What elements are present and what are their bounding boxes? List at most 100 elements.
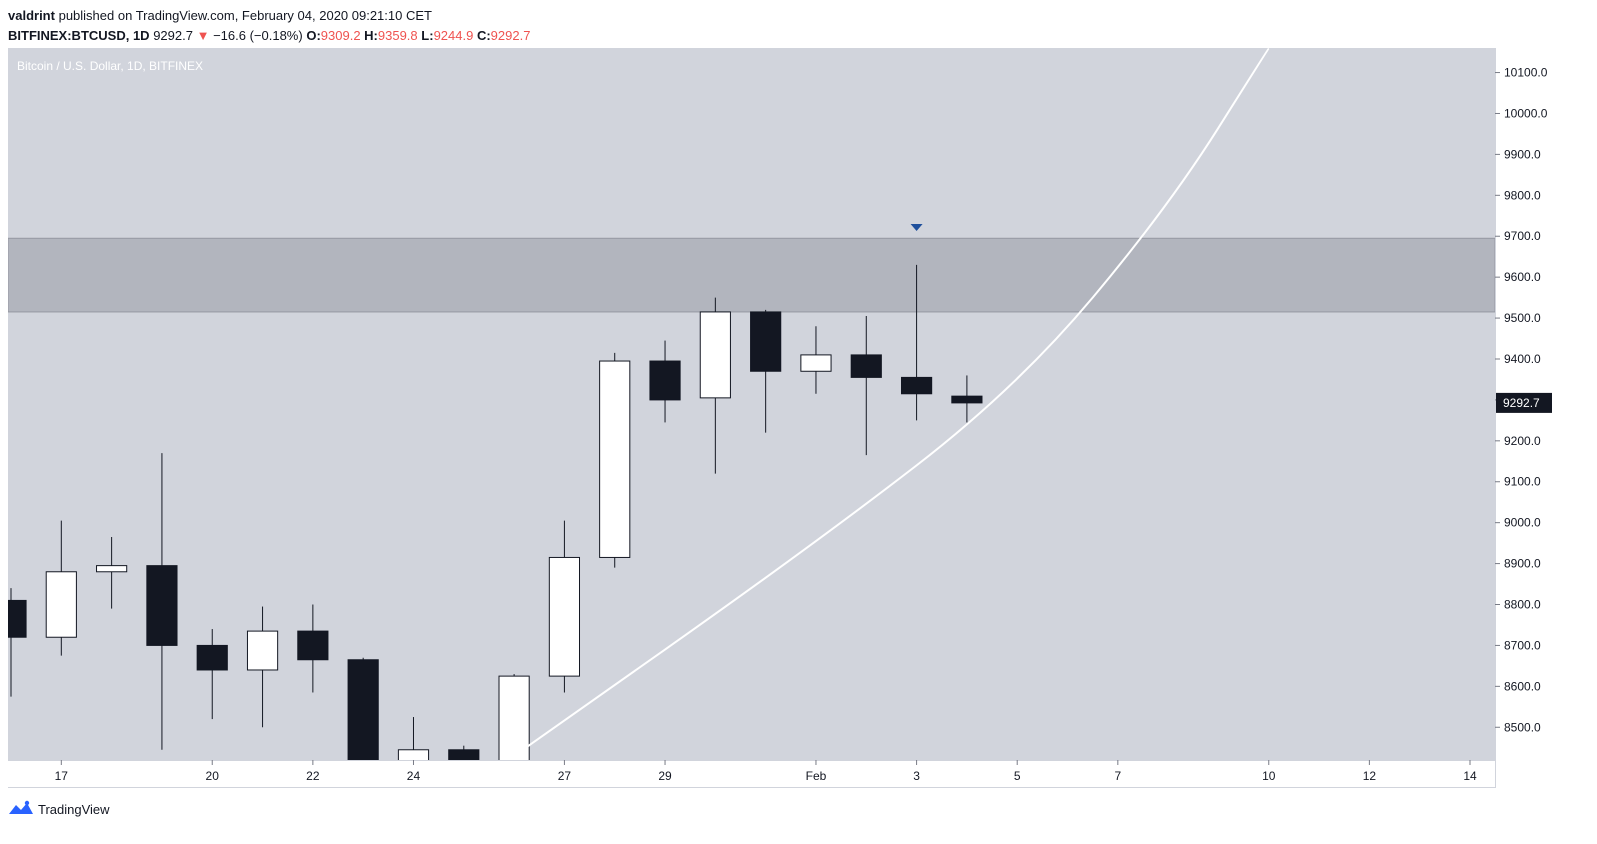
candle-2020-01-21 — [246, 606, 279, 728]
candle-body — [397, 749, 430, 760]
y-tick-label: 8500.0 — [1504, 720, 1541, 734]
candle-2020-02-03 — [900, 264, 933, 421]
y-tick-label: 8600.0 — [1504, 679, 1541, 693]
y-tick-label: 10100.0 — [1504, 66, 1548, 80]
x-tick-label: 27 — [558, 769, 572, 783]
high-label: H: — [364, 28, 378, 43]
close-label: C: — [476, 28, 491, 43]
change-arrow-icon: ▼ — [196, 28, 210, 43]
y-tick-label: 8700.0 — [1504, 638, 1541, 652]
y-tick-label: 8800.0 — [1504, 598, 1541, 612]
y-tick-label: 9000.0 — [1504, 516, 1541, 530]
candle-body — [297, 630, 329, 661]
candle-body — [246, 630, 279, 671]
plot-background — [8, 48, 1495, 760]
footer: TradingView — [8, 800, 110, 818]
tradingview-logo-icon — [9, 800, 33, 814]
y-tick-label: 9500.0 — [1504, 311, 1541, 325]
x-tick-label: 5 — [1014, 769, 1021, 783]
plot-layer — [8, 48, 1495, 760]
candle-2020-01-22 — [297, 604, 329, 693]
x-tick-label: 17 — [55, 769, 69, 783]
candle-body — [800, 354, 832, 372]
y-tick-label: 8900.0 — [1504, 557, 1541, 571]
parabolic-curve — [513, 48, 1270, 757]
y-axis-background — [1495, 48, 1565, 788]
sell-marker-icon — [910, 224, 923, 232]
x-tick-label: 12 — [1363, 769, 1377, 783]
candle-2020-02-02 — [850, 316, 882, 456]
y-tick-label: 9200.0 — [1504, 434, 1541, 448]
last-price-label: 9292.7 — [1503, 396, 1540, 410]
candle-body — [548, 556, 581, 677]
candle-body — [900, 376, 933, 395]
candle-2020-01-31 — [750, 309, 782, 433]
y-tick-label: 9400.0 — [1504, 352, 1541, 366]
candle-2020-01-27 — [548, 520, 581, 693]
candle-body — [196, 644, 228, 671]
candle-body — [599, 360, 631, 558]
candle-2020-01-29 — [649, 340, 681, 423]
candle-2020-01-20 — [196, 629, 228, 720]
open-value: 9309.2 — [320, 28, 361, 43]
candle-2020-01-28 — [599, 352, 631, 568]
last-price: 9292.7 — [153, 28, 193, 43]
y-tick-label: 10000.0 — [1504, 106, 1548, 120]
candle-2020-01-24 — [397, 717, 430, 760]
chart-title: Bitcoin / U.S. Dollar, 1D, BITFINEX — [17, 59, 203, 73]
x-tick-label: 14 — [1463, 769, 1477, 783]
y-tick-label: 9800.0 — [1504, 188, 1541, 202]
y-tick-label: 9600.0 — [1504, 270, 1541, 284]
candle-body — [96, 565, 128, 573]
x-tick-label: 22 — [306, 769, 320, 783]
publisher-name[interactable]: valdrint — [8, 8, 55, 23]
chart-area[interactable]: Bitcoin / U.S. Dollar, 1D, BITFINEX 8500.… — [8, 48, 1597, 788]
y-tick-label: 9100.0 — [1504, 475, 1541, 489]
symbol-ohlc-line: BITFINEX:BTCUSD, 1D 9292.7 ▼ −16.6 (−0.1… — [8, 26, 530, 46]
tradingview-brand[interactable]: TradingView — [38, 801, 110, 817]
x-tick-label: 7 — [1114, 769, 1121, 783]
last-price-badge — [1496, 392, 1552, 413]
close-value: 9292.7 — [490, 28, 531, 43]
candle-body — [850, 354, 882, 378]
candle-body — [951, 395, 983, 404]
low-label: L: — [421, 28, 434, 43]
symbol-label: BITFINEX:BTCUSD, 1D — [8, 28, 150, 43]
candle-body — [498, 675, 530, 760]
change-value: −16.6 (−0.18%) — [213, 28, 303, 43]
low-value: 9244.9 — [433, 28, 474, 43]
x-tick-label: Feb — [806, 769, 827, 783]
candle-body — [649, 360, 681, 401]
chart-header: valdrint published on TradingView.com, F… — [8, 6, 530, 46]
publish-info: valdrint published on TradingView.com, F… — [8, 6, 530, 26]
x-tick-label: 29 — [658, 769, 672, 783]
candle-2020-01-18 — [96, 536, 128, 609]
candlestick-chart[interactable]: Bitcoin / U.S. Dollar, 1D, BITFINEX 8500.… — [8, 48, 1597, 788]
x-tick-label: 3 — [913, 769, 920, 783]
candle-body — [45, 571, 77, 638]
candle-2020-01-23 — [347, 657, 379, 760]
candle-body — [146, 565, 178, 646]
candle-body — [347, 659, 379, 760]
candle-body — [750, 311, 782, 372]
published-text: published on TradingView.com, February 0… — [58, 8, 432, 23]
high-value: 9359.8 — [377, 28, 418, 43]
candle-2020-01-16 — [8, 588, 27, 697]
x-tick-label: 24 — [407, 769, 421, 783]
resistance-zone — [8, 237, 1495, 313]
candle-body — [699, 311, 731, 399]
candle-2020-01-25 — [448, 745, 480, 760]
candle-2020-02-04 — [951, 375, 983, 423]
candle-2020-01-26 — [498, 674, 530, 760]
y-tick-label: 9700.0 — [1504, 229, 1541, 243]
open-label: O: — [306, 28, 321, 43]
candle-2020-01-19 — [146, 453, 178, 750]
x-tick-label: 10 — [1262, 769, 1276, 783]
y-tick-label: 9900.0 — [1504, 147, 1541, 161]
x-tick-label: 20 — [206, 769, 220, 783]
candle-2020-01-17 — [45, 520, 77, 656]
candle-2020-02-01 — [800, 326, 832, 394]
candle-body — [448, 749, 480, 760]
candle-2020-01-30 — [699, 297, 731, 474]
candle-body — [8, 599, 27, 638]
